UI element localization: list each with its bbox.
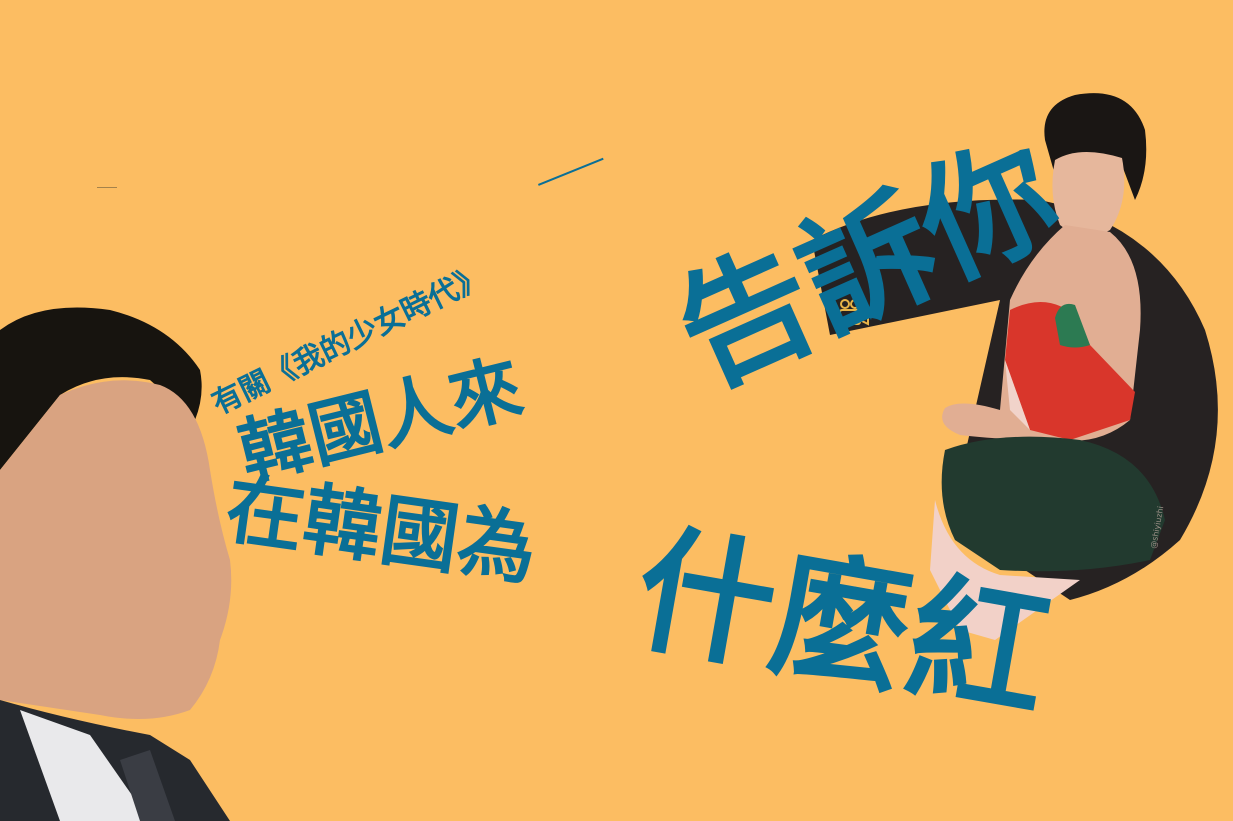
decorative-mark	[97, 187, 117, 188]
film-camera-icon	[839, 299, 869, 326]
